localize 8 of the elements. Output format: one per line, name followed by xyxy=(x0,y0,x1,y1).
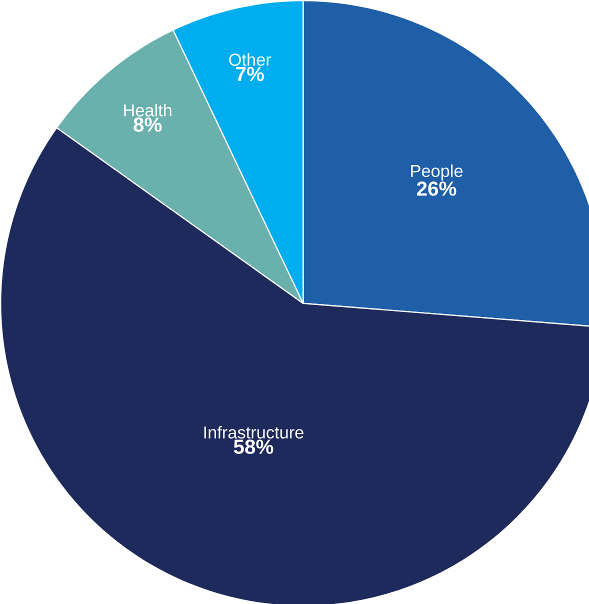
data-label: 8% xyxy=(134,117,162,132)
data-label: 7% xyxy=(236,66,264,82)
slice-label: People xyxy=(411,164,463,180)
slice-label: Other xyxy=(229,53,272,66)
slice-label: Infrastructure xyxy=(204,426,304,439)
data-label: 26% xyxy=(416,181,456,196)
slice-label: Health xyxy=(124,104,172,116)
data-label: 58% xyxy=(234,440,274,454)
